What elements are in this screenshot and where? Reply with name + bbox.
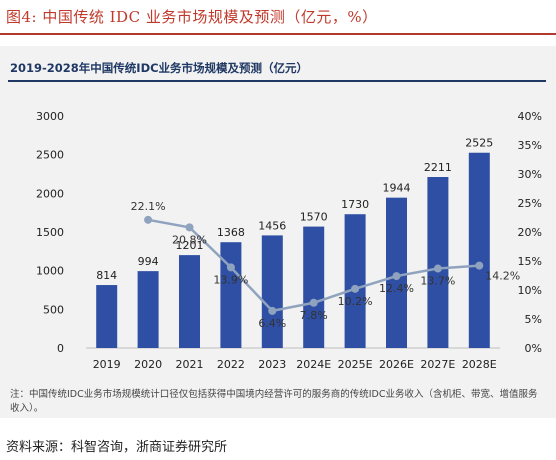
- growth-label-2023: 6.4%: [258, 317, 286, 330]
- chart-panel: [0, 46, 556, 418]
- x-tick-2023: 2023: [258, 358, 286, 371]
- growth-label-2020: 22.1%: [131, 200, 166, 213]
- chart-title-rule: [8, 80, 546, 82]
- y-right-tick-1: 5%: [525, 313, 542, 326]
- x-tick-labels: 2019 2020 2021 2022 2023 2024E 2025E 2026E 2027E…: [93, 358, 497, 371]
- x-tick-2022: 2022: [217, 358, 245, 371]
- y-right-tick-4: 20%: [518, 226, 542, 239]
- y-right-tick-2: 10%: [518, 284, 542, 297]
- y-left-tick-5: 2500: [36, 149, 64, 162]
- y-right-tick-0: 0%: [525, 342, 542, 355]
- x-tick-2024E: 2024E: [296, 358, 331, 371]
- growth-label-2027E: 13.7%: [420, 275, 455, 288]
- y-left-tick-2: 1000: [36, 265, 64, 278]
- bar-label-2024E: 1570: [300, 211, 328, 224]
- y-right-tick-labels: 0% 5% 10% 15% 20% 25% 30% 35% 40%: [518, 110, 542, 355]
- x-tick-2028E: 2028E: [462, 358, 497, 371]
- growth-point-2023: [268, 306, 277, 315]
- growth-label-2022: 13.9%: [213, 273, 248, 286]
- bar-2024E: [303, 226, 325, 348]
- x-tick-2020: 2020: [134, 358, 162, 371]
- figure-title: 图4: 中国传统 IDC 业务市场规模及预测（亿元，%）: [6, 8, 378, 26]
- x-tick-2025E: 2025E: [338, 358, 373, 371]
- growth-point-2027E: [433, 264, 442, 273]
- x-tick-2026E: 2026E: [379, 358, 414, 371]
- growth-line-series: [144, 215, 484, 315]
- bar-label-2025E: 1730: [341, 198, 369, 211]
- growth-label-2024E: 7.8%: [300, 309, 328, 322]
- bar-2022: [220, 242, 242, 348]
- growth-label-2026E: 12.4%: [379, 282, 414, 295]
- figure-title-rule: [0, 33, 556, 35]
- bar-label-2022: 1368: [217, 226, 245, 239]
- x-tick-2019: 2019: [93, 358, 121, 371]
- bar-value-labels: 814 994 1201 1368 1456 1570 1730 1944 2211 2525: [96, 137, 493, 282]
- bar-2021: [179, 255, 200, 348]
- growth-label-2025E: 10.2%: [338, 295, 373, 308]
- bar-series: [96, 152, 490, 348]
- bar-2025E: [344, 214, 366, 348]
- bar-2019: [96, 285, 118, 348]
- bar-label-2021: 1201: [176, 239, 204, 252]
- bar-label-2020: 994: [138, 255, 159, 268]
- y-right-tick-6: 30%: [518, 168, 542, 181]
- bar-2027E: [427, 177, 449, 348]
- bar-label-2028E: 2525: [465, 137, 493, 150]
- y-right-tick-3: 15%: [518, 255, 542, 268]
- bar-label-2026E: 1944: [383, 182, 411, 195]
- bar-2023: [261, 235, 283, 348]
- y-left-tick-4: 2000: [36, 187, 64, 200]
- x-tick-2021: 2021: [176, 358, 204, 371]
- growth-point-2026E: [392, 272, 401, 281]
- x-tick-2027E: 2027E: [420, 358, 455, 371]
- y-left-tick-3: 1500: [36, 226, 64, 239]
- bar-2028E: [468, 152, 490, 348]
- chart-note: 注：中国传统IDC业务市场规模统计口径仅包括获得中国境内经营许可的服务商的传统I…: [10, 389, 538, 414]
- y-right-tick-8: 40%: [518, 110, 542, 123]
- y-left-tick-1: 500: [43, 303, 64, 316]
- growth-point-2028E: [475, 261, 484, 270]
- bar-label-2027E: 2211: [424, 161, 452, 174]
- y-left-tick-0: 0: [57, 342, 64, 355]
- bar-label-2019: 814: [96, 269, 117, 282]
- growth-point-2021: [185, 223, 194, 232]
- y-left-tick-labels: 0 500 1000 1500 2000 2500 3000: [36, 110, 64, 355]
- growth-point-2024E: [309, 298, 318, 307]
- y-right-tick-7: 35%: [518, 139, 542, 152]
- growth-point-2025E: [351, 284, 360, 293]
- growth-point-2022: [226, 263, 235, 272]
- y-right-tick-5: 25%: [518, 197, 542, 210]
- y-left-tick-6: 3000: [36, 110, 64, 123]
- growth-label-2028E: 14.2%: [485, 270, 520, 283]
- source-text: 资料来源：科智咨询，浙商证券研究所: [6, 440, 228, 455]
- bar-label-2023: 1456: [258, 219, 286, 232]
- growth-point-2020: [144, 215, 153, 224]
- growth-label-2021: 20.8%: [172, 233, 207, 246]
- chart-title: 2019-2028年中国传统IDC业务市场规模及预测（亿元）: [10, 61, 309, 75]
- growth-value-labels: 22.1% 20.8% 13.9% 6.4% 7.8% 10.2% 12.4% 13.7% 14…: [131, 200, 521, 330]
- bar-2020: [137, 271, 159, 348]
